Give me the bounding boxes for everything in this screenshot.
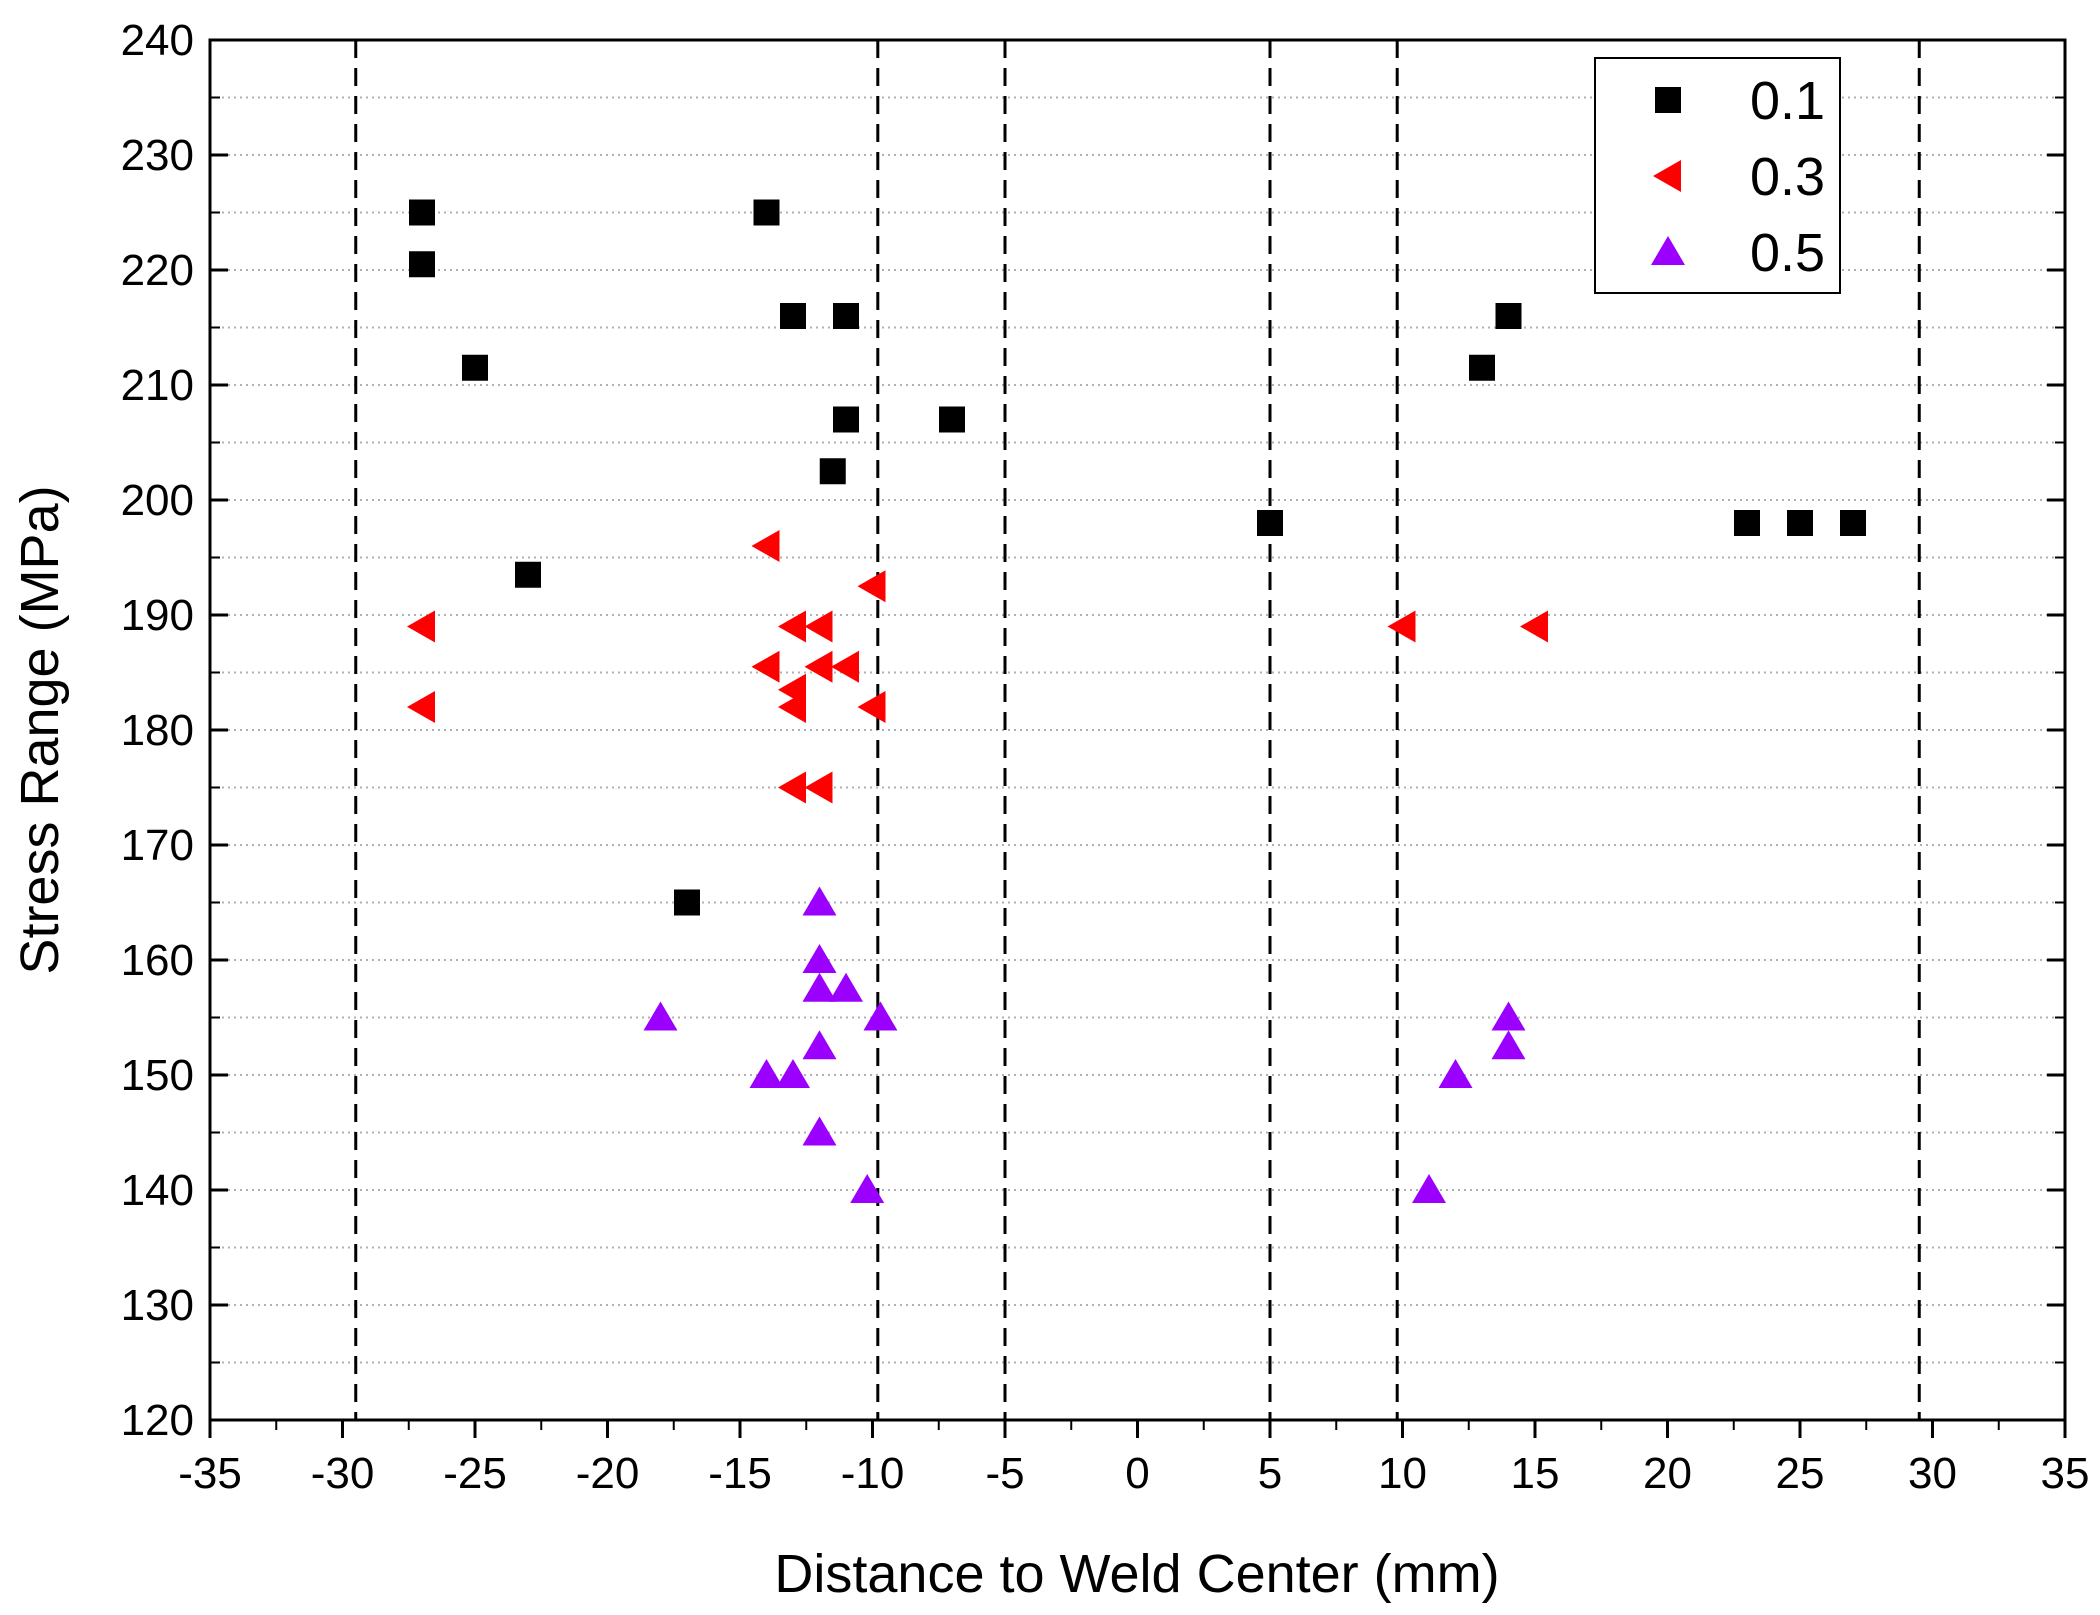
y-tick-label: 170 [121,821,194,870]
data-point-0-1 [409,199,435,226]
data-point-0-1 [1495,303,1522,329]
x-tick-label: -35 [178,1449,242,1498]
data-point-0-1 [833,406,859,433]
x-tick-label: -25 [443,1449,507,1498]
y-tick-label: 150 [121,1051,194,1100]
x-tick-label: 25 [1776,1449,1825,1498]
y-tick-label: 240 [121,16,194,65]
data-point-0-3 [778,771,806,804]
x-tick-label: -30 [311,1449,375,1498]
data-point-0-3 [857,570,886,603]
data-point-0-1 [1257,510,1283,536]
x-tick-label: 35 [2041,1449,2090,1498]
data-point-0-3 [778,610,806,643]
data-point-0-3 [751,530,780,562]
data-point-0-5 [829,972,863,1002]
legend-marker-0-5 [1651,236,1685,265]
data-point-0-5 [776,1059,810,1088]
data-point-0-3 [1387,610,1416,643]
y-tick-label: 220 [121,246,194,295]
x-tick-label: 15 [1511,1449,1560,1498]
y-tick-label: 180 [121,706,194,755]
x-tick-label: -15 [708,1449,772,1498]
data-point-0-5 [802,886,837,916]
data-point-0-5 [1438,1059,1473,1088]
data-point-0-5 [802,972,837,1002]
x-tick-label: -20 [576,1449,640,1498]
data-point-0-3 [751,650,780,683]
data-point-0-5 [749,1059,784,1088]
x-tick-label: 5 [1258,1449,1282,1498]
data-point-0-5 [850,1174,885,1203]
x-tick-label: -5 [985,1449,1024,1498]
data-point-0-1 [753,199,780,226]
data-point-0-3 [804,650,833,683]
x-tick-label: 20 [1643,1449,1692,1498]
axis-ticks [208,38,2067,1438]
data-point-0-1 [409,251,435,278]
data-points [407,199,1866,1203]
legend-label-0-1: 0.1 [1750,71,1825,131]
data-point-0-1 [515,561,541,588]
data-point-0-1 [939,406,965,433]
x-tick-labels: -35 -30 -25 -20 -15 -10 -5 0 5 10 15 20 25 30 35 [178,1449,2089,1498]
y-tick-label: 120 [121,1396,194,1445]
data-point-0-1 [674,889,700,916]
data-point-0-5 [802,1030,837,1060]
y-tick-label: 200 [121,476,194,525]
legend-label-0-3: 0.3 [1750,147,1825,207]
data-point-0-3 [1520,610,1548,643]
x-axis-title: Distance to Weld Center (mm) [774,1544,1499,1604]
legend: 0.1 0.3 0.5 [1594,57,1841,294]
y-tick-labels: 120 130 140 150 160 170 180 190 200 210 220 230 240 [121,16,194,1445]
data-point-0-5 [802,944,837,973]
x-tick-label: 30 [1908,1449,1957,1498]
data-point-0-3 [407,691,435,723]
y-tick-label: 130 [121,1281,194,1330]
data-point-0-3 [407,610,435,643]
y-tick-label: 230 [121,131,194,180]
data-point-0-5 [802,1116,837,1146]
data-point-0-5 [1491,1030,1526,1060]
x-tick-label: -10 [841,1449,905,1498]
data-point-0-3 [804,610,833,643]
data-point-0-1 [833,303,859,329]
y-tick-label: 190 [121,591,194,640]
data-point-0-3 [857,691,886,723]
legend-marker-0-3 [1653,160,1681,192]
data-point-0-1 [780,303,806,329]
y-axis-title: Stress Range (MPa) [10,485,70,974]
data-point-0-5 [863,1001,898,1031]
data-point-0-3 [804,771,833,804]
x-tick-label: 0 [1125,1449,1149,1498]
reference-lines [354,40,1921,1420]
data-point-0-5 [1491,1001,1526,1031]
data-point-0-1 [819,458,846,485]
data-point-0-3 [778,691,806,723]
legend-label-0-5: 0.5 [1750,223,1825,283]
data-point-0-1 [462,354,488,381]
data-point-0-5 [643,1001,678,1031]
legend-box [1594,57,1841,294]
y-tick-label: 210 [121,361,194,410]
data-point-0-1 [1787,510,1813,536]
data-point-0-5 [1412,1174,1446,1203]
data-point-0-1 [1840,510,1866,536]
data-point-0-3 [831,650,859,683]
y-tick-label: 160 [121,936,194,985]
legend-marker-0-1 [1655,87,1681,113]
data-point-0-1 [1469,354,1495,381]
data-point-0-1 [1734,510,1760,536]
x-tick-label: 10 [1378,1449,1427,1498]
y-tick-label: 140 [121,1166,194,1215]
